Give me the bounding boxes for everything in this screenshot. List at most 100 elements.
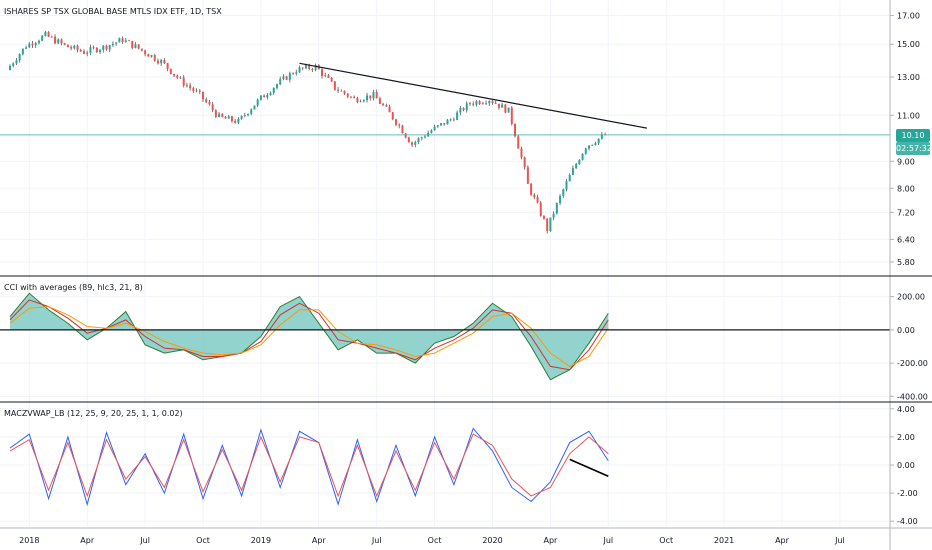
price-candle (92, 47, 95, 49)
price-candle (115, 42, 118, 44)
price-candle (301, 67, 304, 69)
price-candle (526, 167, 529, 184)
price-candle (185, 85, 188, 87)
price-candle (395, 119, 397, 125)
price-candle (111, 43, 114, 46)
price-candle (362, 100, 365, 102)
price-candle (562, 189, 565, 196)
price-candle (189, 85, 192, 89)
price-candle (600, 134, 603, 139)
price-candle (372, 92, 375, 99)
price-candle (366, 95, 369, 101)
time-tick-label: Jul (139, 536, 150, 545)
price-candle (449, 119, 452, 121)
price-candle (147, 54, 150, 57)
price-candle (82, 51, 85, 54)
price-candle (12, 63, 15, 66)
cci-title: CCI with averages (89, hlc3, 21, 8) (4, 283, 143, 292)
macz-title: MACZVWAP_LB (12, 25, 9, 20, 25, 1, 1, 0.… (4, 409, 183, 418)
price-candle (539, 202, 542, 217)
price-candle (169, 68, 172, 74)
price-candle (79, 49, 82, 52)
price-candle (423, 136, 426, 138)
price-candle (304, 65, 307, 69)
y-tick-label: 9.00 (897, 157, 915, 166)
price-candle (452, 119, 455, 121)
price-candle (343, 90, 346, 94)
price-candle (247, 113, 250, 116)
time-tick-label: 2020 (482, 536, 502, 545)
price-candle (314, 65, 317, 70)
price-candle (18, 54, 21, 61)
price-candle (263, 95, 266, 98)
price-candle (330, 77, 333, 82)
price-candle (465, 103, 468, 111)
price-candle (205, 99, 208, 103)
price-candle (533, 194, 536, 198)
y-tick-label: 0.00 (897, 461, 915, 470)
price-candle (549, 217, 552, 231)
price-candle (382, 103, 385, 106)
price-candle (456, 112, 459, 120)
price-candle (462, 108, 465, 111)
time-tick-label: Jul (602, 536, 613, 545)
price-candle (275, 84, 278, 88)
price-candle (76, 45, 79, 50)
time-tick-label: Jul (834, 536, 845, 545)
y-tick-label: 4.00 (897, 405, 915, 414)
y-tick-label: 5.80 (897, 258, 915, 267)
price-candle (565, 181, 568, 190)
price-candle (118, 38, 121, 43)
price-candle (198, 90, 201, 92)
price-candle (378, 98, 381, 104)
price-candle (510, 107, 513, 124)
price-candle (414, 142, 417, 145)
price-candle (166, 63, 169, 69)
price-candle (128, 40, 131, 42)
price-candle (237, 118, 240, 123)
price-candle (102, 45, 105, 51)
price-candle (288, 73, 291, 80)
price-candle (95, 47, 98, 53)
price-candle (173, 73, 176, 76)
price-candle (308, 65, 311, 69)
price-candle (504, 104, 507, 113)
price-candle (501, 104, 504, 108)
price-candle (433, 126, 436, 131)
price-trendline (299, 62, 648, 129)
time-tick-label: Apr (80, 536, 95, 545)
price-candle (121, 38, 124, 42)
y-tick-label: -400.00 (897, 392, 928, 401)
price-candle (517, 136, 520, 149)
price-candle (559, 195, 562, 203)
price-candle (234, 120, 237, 123)
price-candle (50, 36, 53, 38)
y-tick-label: 13.00 (897, 73, 920, 82)
price-candle (140, 48, 143, 51)
price-candle (176, 75, 179, 78)
price-candle (108, 45, 111, 50)
price-candle (86, 52, 89, 54)
price-candle (356, 98, 359, 103)
y-tick-label: 7.20 (897, 208, 915, 217)
price-candle (472, 103, 475, 105)
price-candle (324, 75, 327, 77)
price-candle (60, 39, 63, 44)
price-candle (37, 40, 40, 43)
time-tick-label: Oct (659, 536, 673, 545)
y-tick-label: -200.00 (897, 359, 928, 368)
price-candle (54, 36, 57, 44)
price-candle (256, 99, 259, 106)
price-candle (243, 115, 246, 116)
price-candle (404, 133, 407, 138)
price-candle (295, 72, 298, 74)
price-candle (28, 43, 31, 48)
price-candle (160, 59, 163, 64)
price-candle (150, 55, 153, 57)
time-tick-label: Apr (312, 536, 327, 545)
price-candle (131, 40, 134, 48)
cci-line (9, 292, 609, 381)
price-candle (15, 60, 18, 64)
